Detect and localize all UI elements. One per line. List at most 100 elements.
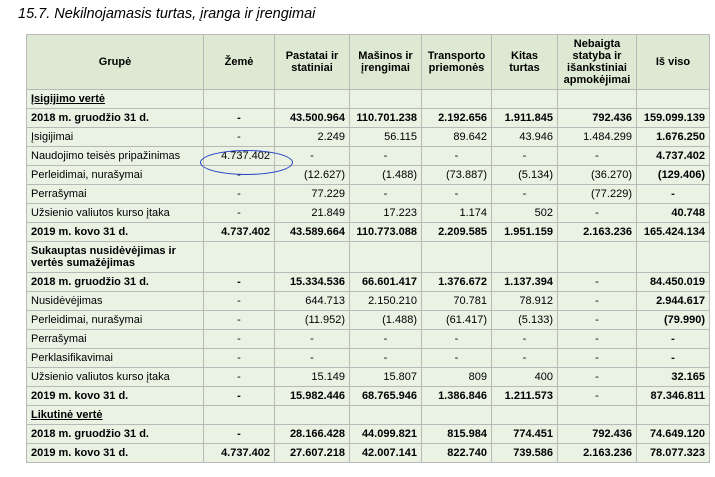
value-cell: 17.223 <box>349 203 422 223</box>
table-row: Perleidimai, nurašymai - (12.627) (1.488) (7… <box>26 165 710 185</box>
value-cell: 2.192.656 <box>421 108 492 128</box>
value-cell: - <box>203 184 275 204</box>
value-cell: - <box>491 184 558 204</box>
column-header: Žemė <box>203 34 275 90</box>
row-label: Naudojimo teisės pripažinimas <box>26 146 204 166</box>
value-cell: - <box>557 310 637 330</box>
value-cell: - <box>557 291 637 311</box>
value-cell: - <box>203 165 275 185</box>
value-cell: (36.270) <box>557 165 637 185</box>
value-cell: - <box>203 291 275 311</box>
table-row: 2019 m. kovo 31 d. 4.737.402 43.589.664 110… <box>26 222 710 242</box>
value-cell: - <box>491 329 558 349</box>
table-row: Naudojimo teisės pripažinimas 4.737.402- -… <box>26 146 710 166</box>
row-label: 2019 m. kovo 31 d. <box>26 222 204 242</box>
value-cell: 2.944.617 <box>636 291 710 311</box>
table-row: Įsigijimai -2.249 56.115 89.642 43.946 1.484.… <box>26 127 710 147</box>
value-cell: - <box>421 146 492 166</box>
column-header: Nebaigta statyba ir išankstiniai apmokėj… <box>557 34 637 90</box>
table-row: Nusidėvėjimas -644.713 2.150.210 70.781 78.9… <box>26 291 710 311</box>
value-cell: - <box>203 386 275 406</box>
table-row: 2018 m. gruodžio 31 d. -28.166.428 44.099.… <box>26 424 710 444</box>
column-header: Transporto priemonės <box>421 34 492 90</box>
value-cell: 78.912 <box>491 291 558 311</box>
value-cell: 43.946 <box>491 127 558 147</box>
value-cell: 4.737.402 <box>203 222 275 242</box>
value-cell: - <box>203 272 275 292</box>
value-cell: - <box>557 367 637 387</box>
row-label: Perrašymai <box>26 329 204 349</box>
empty-cell <box>491 241 558 273</box>
section-row: Likutinė vertė <box>26 405 710 425</box>
value-cell: 1.211.573 <box>491 386 558 406</box>
page-title: 15.7. Nekilnojamasis turtas, įranga ir į… <box>18 6 316 22</box>
value-cell: 2.163.236 <box>557 443 637 463</box>
value-cell: 4.737.402 <box>203 146 275 166</box>
section-label: Įsigijimo vertė <box>26 89 204 109</box>
value-cell: (61.417) <box>421 310 492 330</box>
table-row: Perrašymai -77.229- - - (77.229) - <box>26 184 710 204</box>
section-row: Įsigijimo vertė <box>26 89 710 109</box>
empty-cell <box>203 405 275 425</box>
value-cell: - <box>491 348 558 368</box>
empty-cell <box>349 241 422 273</box>
table-row: 2018 m. gruodžio 31 d. -43.500.964 110.701… <box>26 108 710 128</box>
value-cell: - <box>203 203 275 223</box>
empty-cell <box>636 89 710 109</box>
value-cell: 110.773.088 <box>349 222 422 242</box>
value-cell: - <box>557 203 637 223</box>
empty-cell <box>203 241 275 273</box>
value-cell: 400 <box>491 367 558 387</box>
empty-cell <box>636 241 710 273</box>
value-cell: (12.627) <box>274 165 350 185</box>
table-row: Perrašymai - - - - - - - <box>26 329 710 349</box>
row-label: Užsienio valiutos kurso įtaka <box>26 203 204 223</box>
table-row: Perklasifikavimai - - - - - - - <box>26 348 710 368</box>
value-cell: 110.701.238 <box>349 108 422 128</box>
value-cell: 27.607.218 <box>274 443 350 463</box>
row-label: 2018 m. gruodžio 31 d. <box>26 424 204 444</box>
value-cell: 165.424.134 <box>636 222 710 242</box>
value-cell: - <box>203 367 275 387</box>
value-cell: 42.007.141 <box>349 443 422 463</box>
row-label: 2019 m. kovo 31 d. <box>26 386 204 406</box>
value-cell: 1.484.299 <box>557 127 637 147</box>
value-cell: 1.951.159 <box>491 222 558 242</box>
value-cell: 32.165 <box>636 367 710 387</box>
value-cell: - <box>557 146 637 166</box>
value-cell: 15.149 <box>274 367 350 387</box>
row-label: Nusidėvėjimas <box>26 291 204 311</box>
value-cell: (5.133) <box>491 310 558 330</box>
value-cell: - <box>349 348 422 368</box>
table-body: Įsigijimo vertė 2018 m. gruodžio 31 d. -43… <box>26 89 710 463</box>
value-cell: 4.737.402 <box>636 146 710 166</box>
value-cell: - <box>421 348 492 368</box>
value-cell: 644.713 <box>274 291 350 311</box>
value-cell: 15.334.536 <box>274 272 350 292</box>
ppe-table: Grupė Žemė Pastatai ir statiniai Mašinos ir… <box>26 34 710 463</box>
table-row: 2019 m. kovo 31 d. 4.737.402 27.607.218 42.… <box>26 443 710 463</box>
value-cell: (77.229) <box>557 184 637 204</box>
value-cell: (129.406) <box>636 165 710 185</box>
value-cell: 15.982.446 <box>274 386 350 406</box>
table-row: Perleidimai, nurašymai - (11.952) (1.488) (6… <box>26 310 710 330</box>
value-cell: - <box>274 348 350 368</box>
empty-cell <box>349 89 422 109</box>
empty-cell <box>274 89 350 109</box>
row-label: 2018 m. gruodžio 31 d. <box>26 108 204 128</box>
value-cell: 84.450.019 <box>636 272 710 292</box>
section-row: Sukauptas nusidėvėjimas ir vertės sumažė… <box>26 241 710 273</box>
value-cell: 2.150.210 <box>349 291 422 311</box>
value-cell: (79.990) <box>636 310 710 330</box>
value-cell: 2.209.585 <box>421 222 492 242</box>
value-cell: 43.500.964 <box>274 108 350 128</box>
value-cell: 739.586 <box>491 443 558 463</box>
value-cell: 74.649.120 <box>636 424 710 444</box>
value-cell: - <box>421 329 492 349</box>
row-label: 2018 m. gruodžio 31 d. <box>26 272 204 292</box>
value-cell: - <box>636 329 710 349</box>
value-cell: 1.174 <box>421 203 492 223</box>
empty-cell <box>203 89 275 109</box>
value-cell: - <box>491 146 558 166</box>
value-cell: 815.984 <box>421 424 492 444</box>
